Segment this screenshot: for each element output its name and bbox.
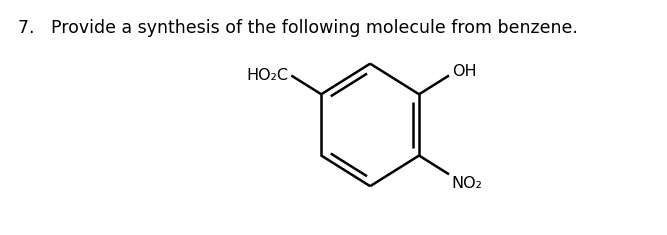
Text: HO₂C: HO₂C (247, 68, 289, 83)
Text: OH: OH (452, 64, 476, 79)
Text: NO₂: NO₂ (452, 176, 483, 191)
Text: 7.   Provide a synthesis of the following molecule from benzene.: 7. Provide a synthesis of the following … (18, 19, 578, 37)
